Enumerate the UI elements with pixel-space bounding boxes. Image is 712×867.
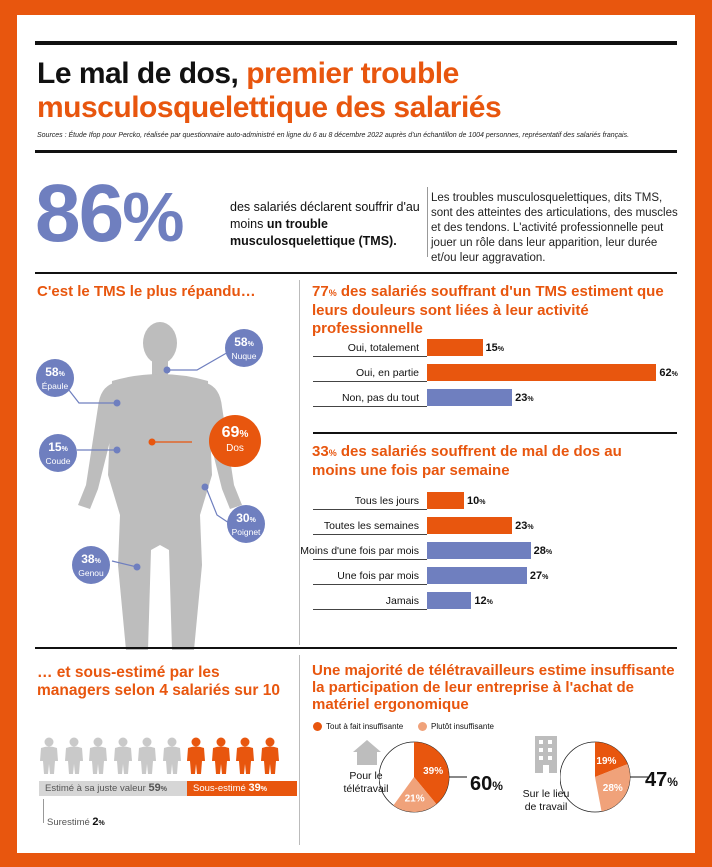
person-icon	[40, 737, 58, 774]
pie-label-rather: 28%	[603, 783, 623, 794]
person-icon	[187, 737, 205, 774]
pie-2-label: Sur le lieu de travail	[522, 788, 570, 813]
pie-label-rather: 21%	[405, 793, 425, 804]
bar-row-line	[313, 381, 427, 382]
pie-slice-rather	[595, 764, 630, 812]
bar-value-label: 23%	[515, 520, 534, 532]
bar-row-line	[313, 356, 427, 357]
body-point-dos: 69% Dos	[209, 415, 261, 467]
pie-1-total: 60%	[470, 773, 503, 795]
page-title: Le mal de dos, premier trouble	[37, 57, 459, 91]
under-estimated-box: Sous-estimé 39%	[187, 781, 297, 796]
over-estimated-label: Surestimé 2%	[47, 816, 105, 828]
telework-section-title: Une majorité de télétravailleurs estime …	[312, 662, 675, 713]
estimated-fairly-box: Estimé à sa juste valeur 59%	[39, 781, 201, 796]
legend-swatch	[418, 722, 427, 732]
person-icon	[64, 737, 83, 774]
pie-slice-full	[595, 742, 628, 777]
chart-1-title: 77% des salariés souffrant d'un TMS esti…	[312, 283, 664, 337]
pie-slice-rather	[393, 777, 437, 812]
person-icon	[138, 737, 156, 774]
column-divider	[299, 280, 300, 645]
bar-row-line	[313, 584, 427, 585]
divider	[35, 647, 677, 649]
bar-label: Moins d'une fois par mois	[300, 545, 419, 557]
pie-2-total: 47%	[645, 769, 678, 791]
chart-divider	[313, 432, 677, 434]
bar-value-label: 12%	[474, 595, 493, 607]
bar-value-label: 23%	[515, 392, 534, 404]
tms-description: Les troubles musculosquelettiques, dits …	[431, 192, 678, 264]
person-icon	[162, 737, 181, 774]
bar-label: Oui, totalement	[347, 342, 419, 354]
person-icon	[236, 737, 254, 774]
person-icon	[260, 737, 279, 774]
pie-label-full: 19%	[596, 756, 616, 767]
bar-row-line	[313, 559, 427, 560]
pie-1-label: Pour le télétravail	[343, 770, 389, 795]
headline-divider	[427, 187, 428, 257]
bar	[427, 517, 513, 534]
bar-label: Une fois par mois	[337, 570, 419, 582]
title-black-part: Le mal de dos,	[37, 57, 239, 90]
bar-value-label: 62%	[659, 367, 678, 379]
body-connector-lines	[64, 346, 238, 571]
bar-value-label: 10%	[467, 495, 486, 507]
bar-row-line	[313, 509, 427, 510]
bar-label: Jamais	[385, 595, 419, 607]
infographic-card: Le mal de dos, premier trouble musculosq…	[17, 15, 695, 853]
human-body-figure	[78, 322, 242, 650]
sources-note: Sources : Étude Ifop pour Percko, réalis…	[37, 132, 630, 139]
column-divider-bottom	[299, 655, 300, 845]
bar-value-label: 27%	[529, 570, 549, 582]
body-point-genou: 38% Genou	[72, 546, 110, 584]
legend-swatch	[313, 722, 322, 732]
bar-label: Non, pas du tout	[341, 392, 419, 404]
bar-value-label: 28%	[533, 545, 553, 557]
bar	[427, 567, 527, 584]
bar-label: Toutes les semaines	[323, 520, 419, 532]
bar-label: Oui, en partie	[355, 367, 419, 379]
body-section-title: C'est le TMS le plus répandu…	[37, 283, 256, 300]
building-icon	[535, 736, 557, 773]
bar	[427, 492, 464, 509]
body-point-poignet: 30% Poignet	[227, 505, 265, 543]
bar	[427, 339, 483, 356]
bar	[427, 364, 657, 381]
pie-chart-telework: 39% 21%	[379, 741, 467, 813]
bar-row-line	[313, 609, 427, 610]
body-point-coude: 15% Coude	[39, 434, 77, 472]
bar	[427, 592, 472, 609]
body-point-epaule: 58% Épaule	[36, 359, 74, 397]
bar-row-line	[313, 406, 427, 407]
over-estimated-bracket	[43, 799, 44, 823]
body-point-nuque: 58% Nuque	[225, 329, 263, 367]
title-orange-part: premier trouble	[246, 57, 459, 90]
legend-full-insufficient: Tout à fait insuffisante	[313, 722, 403, 732]
divider	[35, 150, 677, 153]
headline-percent: 86%	[35, 168, 184, 259]
divider	[35, 272, 677, 274]
bar	[427, 389, 513, 406]
house-icon	[353, 740, 381, 765]
managers-section-title: … et sous-estimé par les managers selon …	[37, 664, 280, 699]
person-icon	[89, 737, 107, 774]
bar	[427, 542, 531, 559]
page-title-line-2: musculosquelettique des salariés	[37, 91, 502, 124]
bar-row-line	[313, 534, 427, 535]
pie-slice-full	[414, 742, 449, 804]
pie-label-full: 39%	[423, 766, 443, 777]
legend-rather-insufficient: Plutôt insuffisante	[418, 722, 494, 732]
top-rule	[35, 41, 677, 45]
person-icon	[211, 737, 230, 774]
bar-value-label: 15%	[485, 342, 504, 354]
headline-text: des salariés déclarent souffrir d'au moi…	[230, 200, 420, 248]
pie-chart-workplace: 19% 28%	[560, 741, 648, 813]
bar-label: Tous les jours	[354, 495, 419, 507]
chart-2-title: 33% des salariés souffrent de mal de dos…	[312, 443, 622, 479]
person-icon	[113, 737, 132, 774]
